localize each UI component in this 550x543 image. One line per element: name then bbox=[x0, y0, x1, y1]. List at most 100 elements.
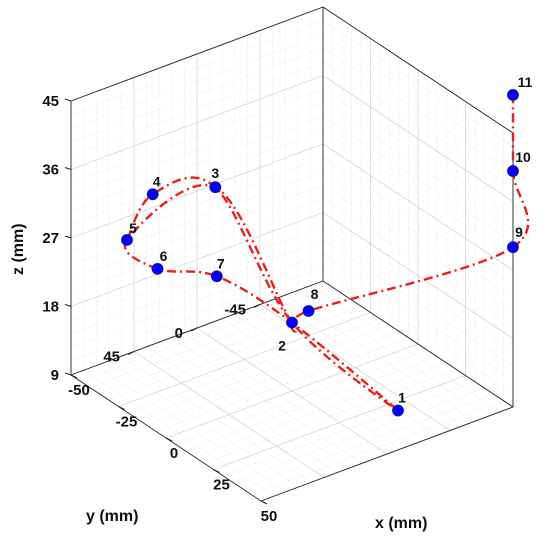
x-tick-label: 0 bbox=[170, 445, 178, 462]
grid-line bbox=[171, 337, 362, 464]
axes-frame bbox=[64, 6, 514, 505]
z-tick bbox=[64, 98, 72, 102]
grid-line bbox=[222, 318, 413, 445]
point-label-7: 7 bbox=[217, 255, 225, 271]
y-axis-label: y (mm) bbox=[86, 508, 138, 525]
point-label-11: 11 bbox=[518, 74, 533, 90]
point-label-1: 1 bbox=[398, 390, 406, 406]
grid-line bbox=[322, 20, 514, 147]
data-point-7 bbox=[210, 270, 223, 283]
y-tick-label: 45 bbox=[103, 349, 120, 366]
x-tick bbox=[165, 437, 173, 442]
trajectory-line bbox=[123, 94, 530, 412]
grid-line bbox=[108, 360, 299, 488]
data-point-1 bbox=[392, 404, 404, 417]
data-point-6 bbox=[151, 262, 164, 275]
x-tick bbox=[118, 406, 125, 410]
grid-line bbox=[247, 308, 438, 436]
grid-line bbox=[322, 116, 514, 243]
data-point-2 bbox=[286, 316, 298, 329]
grid-line bbox=[121, 355, 312, 483]
grid-line bbox=[70, 75, 324, 170]
point-label-9: 9 bbox=[515, 224, 523, 240]
grid-line bbox=[83, 370, 274, 497]
axis-edge bbox=[260, 406, 514, 502]
grid-line bbox=[322, 267, 514, 394]
grid-line bbox=[322, 253, 514, 380]
x-tick-label: 25 bbox=[213, 477, 230, 494]
grid-line bbox=[133, 351, 325, 478]
grid-line bbox=[322, 143, 514, 271]
grid-line bbox=[146, 346, 337, 474]
grid-line bbox=[272, 299, 463, 427]
z-tick-label: 45 bbox=[42, 93, 59, 110]
y-tick-label: 0 bbox=[175, 325, 183, 342]
grid-line bbox=[184, 332, 375, 459]
trajectory-path bbox=[123, 94, 530, 412]
z-tick bbox=[64, 167, 72, 170]
y-tick-label: -45 bbox=[224, 302, 246, 319]
point-labels: 1 2 3 4 5 6 7 8 9 10 11 bbox=[129, 74, 533, 406]
axis-edge bbox=[322, 6, 514, 134]
x-tick bbox=[213, 469, 220, 473]
grid-line bbox=[322, 130, 514, 257]
z-tick bbox=[64, 235, 72, 239]
data-point-10 bbox=[507, 165, 519, 177]
axis-edge bbox=[70, 6, 324, 102]
grid-line bbox=[234, 313, 425, 441]
y-tick bbox=[190, 327, 198, 332]
z-axis-label: z (mm) bbox=[10, 223, 27, 275]
z-tick-label: 27 bbox=[42, 230, 59, 247]
z-tick-label: 9 bbox=[51, 367, 59, 384]
grid-line bbox=[159, 341, 350, 469]
grid-line bbox=[70, 143, 324, 239]
x-tick bbox=[70, 374, 78, 379]
point-label-6: 6 bbox=[160, 248, 168, 264]
grid-line bbox=[322, 239, 514, 367]
data-point-4 bbox=[146, 188, 159, 201]
x-tick-label: -25 bbox=[116, 414, 138, 431]
grid-line bbox=[322, 225, 514, 353]
point-label-4: 4 bbox=[153, 173, 161, 189]
grid-line bbox=[322, 184, 514, 312]
z-tick bbox=[64, 372, 72, 376]
z-tick bbox=[64, 304, 72, 307]
grid-line bbox=[196, 327, 388, 455]
grid-line bbox=[297, 290, 488, 417]
grid-line bbox=[96, 365, 287, 492]
point-label-5: 5 bbox=[129, 220, 137, 236]
data-point-11 bbox=[507, 89, 519, 101]
grid-line bbox=[322, 102, 514, 230]
grid-line bbox=[322, 75, 514, 202]
data-point-5 bbox=[121, 234, 133, 246]
data-point-3 bbox=[209, 181, 222, 194]
z-tick-label: 18 bbox=[42, 299, 59, 316]
z-tick-label: 36 bbox=[42, 162, 59, 179]
data-point-8 bbox=[302, 305, 315, 317]
grid-line bbox=[322, 34, 514, 161]
grid-line bbox=[322, 61, 514, 189]
grid-line bbox=[322, 212, 514, 339]
point-label-2: 2 bbox=[278, 338, 286, 354]
y-tick bbox=[253, 304, 261, 308]
grid-line bbox=[322, 198, 514, 326]
grid-line bbox=[322, 88, 514, 216]
axis-edge bbox=[322, 280, 514, 408]
grid-line bbox=[322, 171, 514, 298]
x-axis-label: x (mm) bbox=[375, 515, 427, 532]
data-point-9 bbox=[507, 241, 519, 254]
x-tick bbox=[260, 500, 268, 505]
x-tick-label: -50 bbox=[68, 382, 90, 399]
point-label-8: 8 bbox=[311, 286, 319, 302]
grid-line bbox=[285, 294, 476, 422]
point-label-10: 10 bbox=[515, 149, 531, 165]
x-tick-label: 50 bbox=[261, 508, 278, 525]
grid-line bbox=[310, 285, 501, 412]
trajectory-points bbox=[121, 89, 519, 417]
y-tick bbox=[127, 351, 135, 355]
grid-line bbox=[70, 212, 324, 307]
grid-line bbox=[322, 47, 514, 175]
grid-line bbox=[209, 323, 400, 450]
